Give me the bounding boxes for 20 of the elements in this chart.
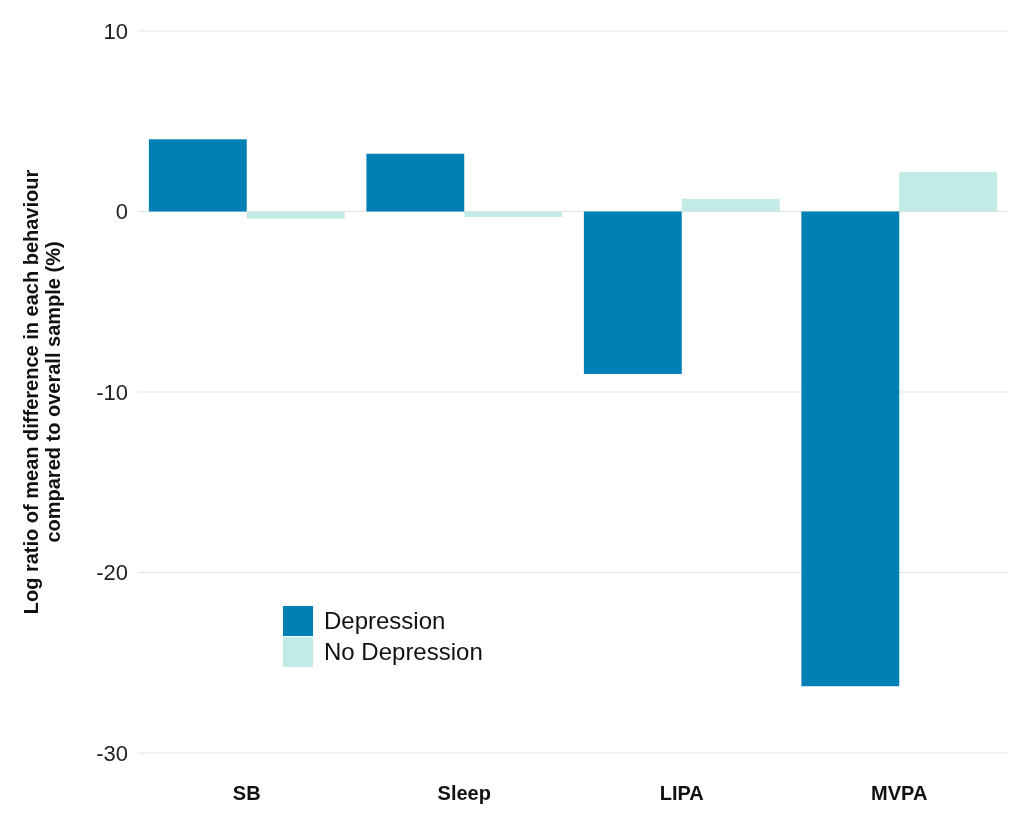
bar (899, 171, 998, 212)
x-tick-label: SB (232, 782, 261, 804)
bar (148, 139, 247, 212)
y-tick-label: -30 (96, 740, 128, 766)
bar (464, 211, 563, 217)
bar (246, 211, 345, 219)
bar (681, 198, 780, 212)
bar (366, 153, 465, 212)
y-tick-label: -20 (96, 560, 128, 586)
y-tick-label: 10 (103, 18, 128, 44)
x-tick-label: Sleep (437, 782, 491, 804)
legend-label: No Depression (324, 638, 483, 666)
legend-label: Depression (324, 607, 446, 635)
x-tick-label: MVPA (871, 782, 928, 804)
y-tick-label: 0 (115, 199, 128, 225)
bar (583, 211, 682, 374)
y-tick-label: -10 (96, 379, 128, 405)
x-tick-label: LIPA (659, 782, 704, 804)
bar (801, 211, 900, 687)
y-axis-title: Log ratio of mean difference in each behaviour compared to overall sample (%) (20, 169, 64, 615)
